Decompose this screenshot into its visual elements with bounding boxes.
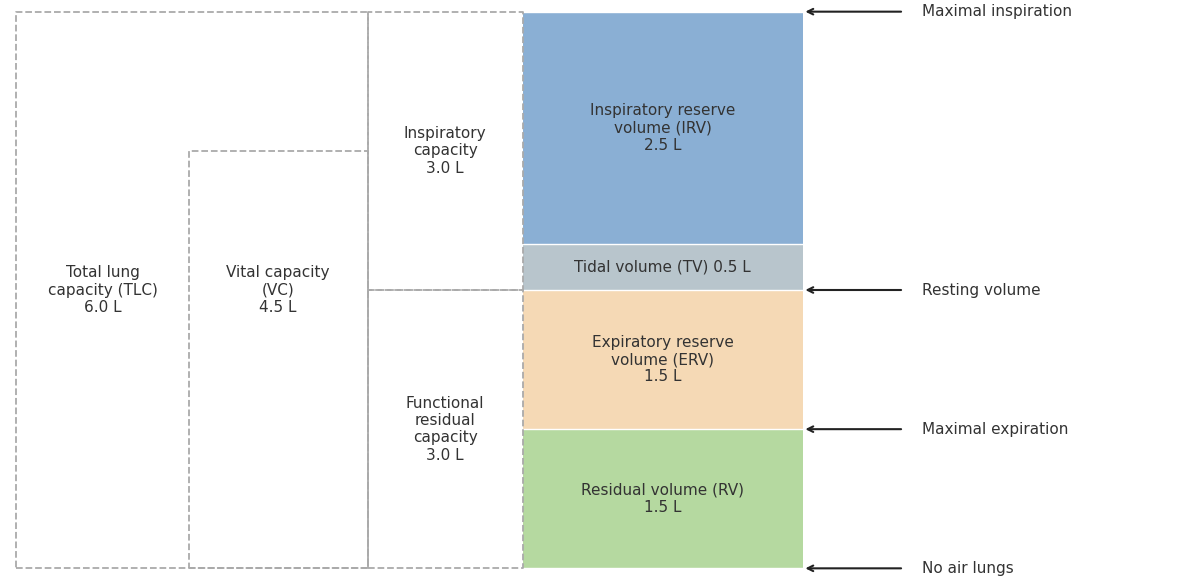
Text: Maximal expiration: Maximal expiration [922, 422, 1068, 437]
Text: Expiratory reserve
volume (ERV)
1.5 L: Expiratory reserve volume (ERV) 1.5 L [592, 335, 733, 385]
Text: Tidal volume (TV) 0.5 L: Tidal volume (TV) 0.5 L [574, 259, 751, 274]
Text: Functional
residual
capacity
3.0 L: Functional residual capacity 3.0 L [406, 396, 485, 463]
Text: Residual volume (RV)
1.5 L: Residual volume (RV) 1.5 L [581, 483, 744, 515]
Bar [522, 429, 803, 568]
Text: Inspiratory
capacity
3.0 L: Inspiratory capacity 3.0 L [403, 126, 486, 176]
Text: Total lung
capacity (TLC)
6.0 L: Total lung capacity (TLC) 6.0 L [48, 265, 157, 315]
Text: Maximal inspiration: Maximal inspiration [922, 4, 1072, 19]
Text: Vital capacity
(VC)
4.5 L: Vital capacity (VC) 4.5 L [227, 265, 330, 315]
Text: Inspiratory reserve
volume (IRV)
2.5 L: Inspiratory reserve volume (IRV) 2.5 L [590, 103, 736, 153]
Bar [522, 244, 803, 290]
Text: No air lungs: No air lungs [922, 561, 1014, 576]
Text: Resting volume: Resting volume [922, 282, 1040, 298]
Bar [522, 290, 803, 429]
Bar [522, 12, 803, 244]
